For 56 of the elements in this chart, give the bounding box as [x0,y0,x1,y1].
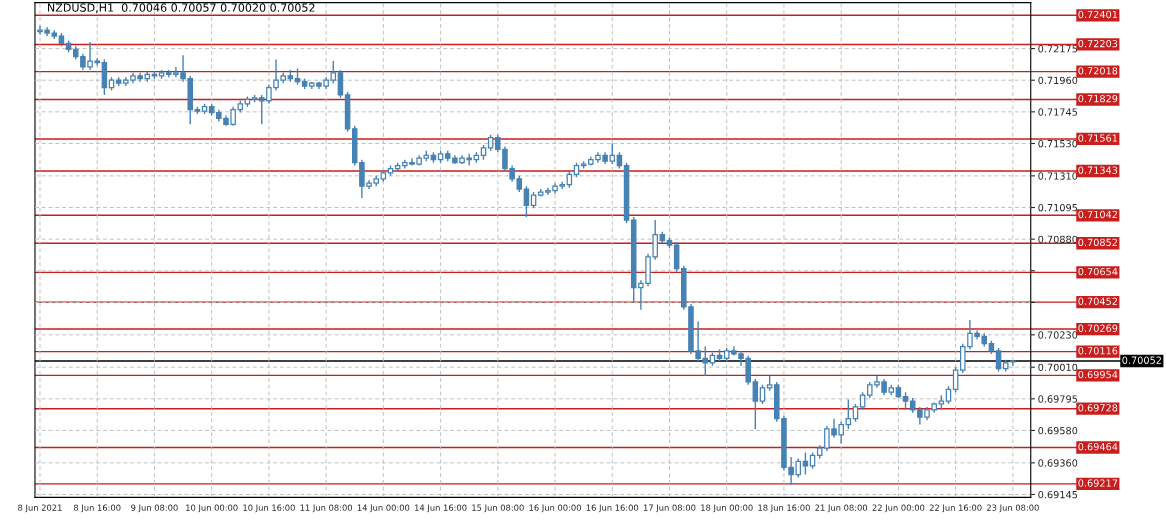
candlestick [845,398,852,430]
ref-line-label: 0.71829 [1078,94,1118,103]
ref-line-label: 0.69954 [1078,370,1118,379]
x-tick-label: 18 Jun 00:00 [701,504,753,513]
candlestick [523,185,530,218]
y-tick-label: 0.69795 [1038,395,1078,403]
y-tick-label: 0.70010 [1038,363,1078,372]
x-tick-label: 17 Jun 08:00 [643,504,696,513]
ref-line-label: 0.69217 [1078,479,1118,487]
y-tick-label: 0.71530 [1038,139,1078,148]
y-tick-label: 0.69360 [1038,459,1078,467]
ref-line-label: 0.72018 [1078,67,1118,75]
ref-line-label: 0.70116 [1078,347,1118,355]
ref-line-label: 0.69728 [1078,404,1118,412]
chart-title: NZDUSD,H1 0.70046 0.70057 0.70020 0.70052 [48,3,315,13]
ref-line-label: 0.71042 [1078,210,1117,219]
y-tick-label: 0.69580 [1038,426,1078,435]
y-tick-label: 0.71095 [1038,203,1078,212]
x-tick-label: 14 Jun 16:00 [415,504,467,513]
x-tick-label: 10 Jun 16:00 [243,504,295,513]
ref-line-label: 0.72203 [1078,39,1118,48]
candlestick [952,366,959,393]
candlestick [995,347,1002,373]
ref-line-label: 0.71343 [1078,166,1118,174]
x-tick-label: 10 Jun 00:00 [186,504,238,513]
ref-line-label: 0.70852 [1078,238,1117,247]
x-tick-label: 23 Jun 08:00 [987,504,1039,513]
x-tick-label: 9 Jun 08:00 [131,504,178,513]
y-tick-label: 0.71960 [1038,76,1078,85]
ref-line-label: 0.72401 [1078,10,1118,19]
x-tick-label: 14 Jun 00:00 [357,504,410,513]
y-tick-label: 0.71745 [1038,108,1078,116]
x-tick-label: 11 Jun 08:00 [300,504,353,513]
candlestick [673,241,680,273]
ref-line-label: 0.70452 [1078,297,1117,305]
x-tick-label: 18 Jun 16:00 [758,504,810,513]
x-tick-label: 21 Jun 08:00 [815,504,868,513]
x-tick-label: 22 Jun 00:00 [872,504,925,513]
ref-line-label: 0.71561 [1078,134,1118,142]
x-tick-label: 15 Jun 08:00 [472,504,524,513]
y-tick-label: 0.71310 [1038,172,1078,180]
ref-line-label: 0.70654 [1078,267,1118,276]
ref-line-label: 0.70052 [1122,356,1161,364]
y-tick-label: 0.69145 [1038,490,1078,499]
candlestick [752,378,759,430]
y-tick-label: 0.70230 [1038,331,1078,339]
ref-line-label: 0.70269 [1078,324,1118,332]
candlestick [337,69,344,99]
x-tick-label: 8 Jun 2021 [18,504,62,513]
candlestick [759,384,766,405]
y-tick-label: 0.72175 [1038,45,1078,53]
x-tick-label: 16 Jun 16:00 [586,504,639,513]
x-tick-label: 8 Jun 16:00 [73,504,121,513]
x-tick-label: 16 Jun 00:00 [529,504,581,513]
x-tick-label: 22 Jun 16:00 [929,504,982,513]
ref-line-label: 0.69464 [1078,443,1118,451]
